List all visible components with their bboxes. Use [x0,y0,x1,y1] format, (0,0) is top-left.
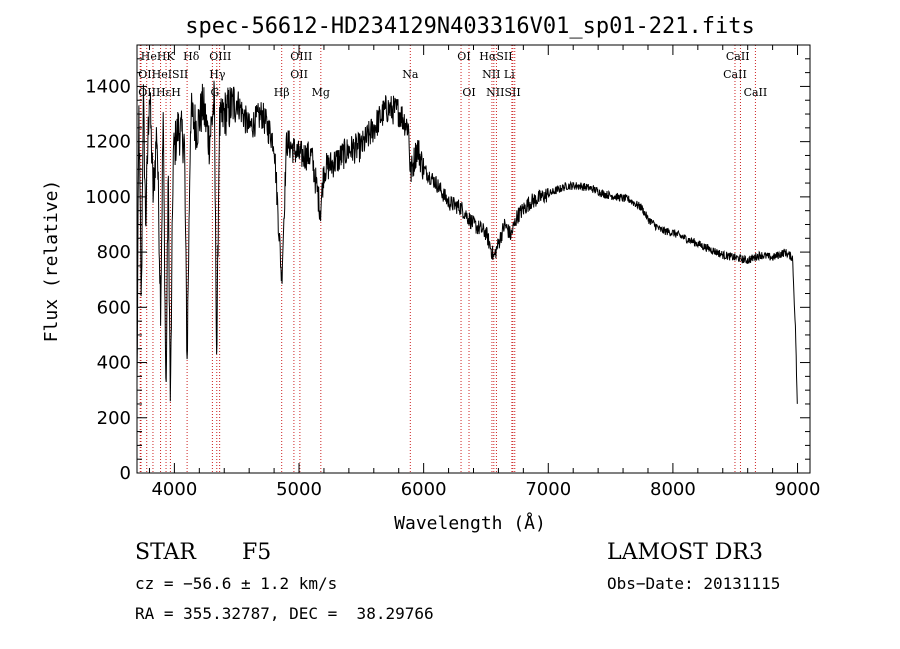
line-label: OIIHεH [138,86,181,99]
line-label: HαSII [479,50,512,63]
x-tick-label: 7000 [525,479,571,500]
line-label: CaII [723,68,747,81]
x-tick-label: 8000 [650,479,696,500]
chart-title: spec-56612-HD234129N403316V01_sp01-221.f… [185,14,755,39]
line-label: CaII [744,86,768,99]
x-tick-label: 6000 [401,479,447,500]
object-subclass: F5 [242,540,272,565]
y-axis: 0 200 400 600 800 1000 1200 1400 [85,58,810,484]
x-tick-label: 5000 [276,479,322,500]
y-tick-label: 0 [120,463,131,484]
line-label: Mg [312,86,330,99]
line-label: Hδ [183,50,200,63]
line-label: OIII [209,50,231,63]
object-class: STAR [135,540,196,565]
spectrum-chart: spec-56612-HD234129N403316V01_sp01-221.f… [41,14,821,534]
observation-date: Obs−Date: 20131115 [607,574,781,593]
y-tick-label: 1000 [85,187,131,208]
x-tick-label: 4000 [151,479,197,500]
x-axis-label: Wavelength (Å) [394,512,546,534]
survey-name: LAMOST DR3 [607,540,763,565]
spectral-line-labels: HeHK Hδ OIII OIII OI HαSII CaII OIHeISII Hγ OII Na… [138,50,767,99]
y-tick-label: 400 [97,353,131,374]
line-label: CaII [726,50,750,63]
line-label: OIII [290,50,312,63]
y-tick-label: 800 [97,242,131,263]
y-tick-label: 200 [97,408,131,429]
y-tick-label: 600 [97,297,131,318]
line-label: G [211,86,220,99]
x-axis: 4000 5000 6000 7000 8000 9000 [148,45,821,500]
y-axis-label: Flux (relative) [41,180,62,343]
y-tick-label: 1400 [85,76,131,97]
line-label: Na [402,68,419,81]
line-label: Hβ [274,86,290,99]
x-tick-label: 9000 [775,479,821,500]
line-label: OII [290,68,308,81]
line-label: Hγ [209,68,226,81]
line-label: OI [462,86,475,99]
redshift-velocity: cz = −56.6 ± 1.2 km/s [135,574,338,593]
line-label: HeHK [141,50,176,63]
y-tick-label: 1200 [85,132,131,153]
spectrum-line [136,80,798,404]
line-label: NII Li [482,68,515,81]
coordinates: RA = 355.32787, DEC = 38.29766 [135,604,434,623]
line-label: OI [457,50,470,63]
line-label: NIISII [486,86,521,99]
line-label: OIHeISII [138,68,188,81]
